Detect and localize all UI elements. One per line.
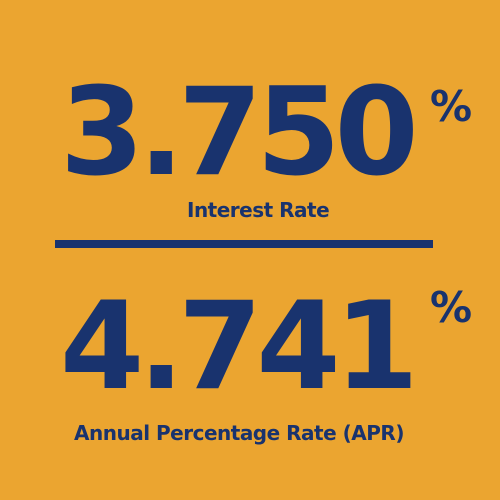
- divider: [55, 240, 433, 248]
- interest-rate-percent-sign: %: [430, 82, 473, 131]
- apr-label: Annual Percentage Rate (APR): [74, 421, 404, 445]
- interest-rate-label: Interest Rate: [187, 198, 330, 222]
- apr-percent-sign: %: [430, 283, 473, 332]
- interest-rate-value: 3.750: [60, 62, 419, 203]
- apr-value: 4.741: [60, 276, 419, 417]
